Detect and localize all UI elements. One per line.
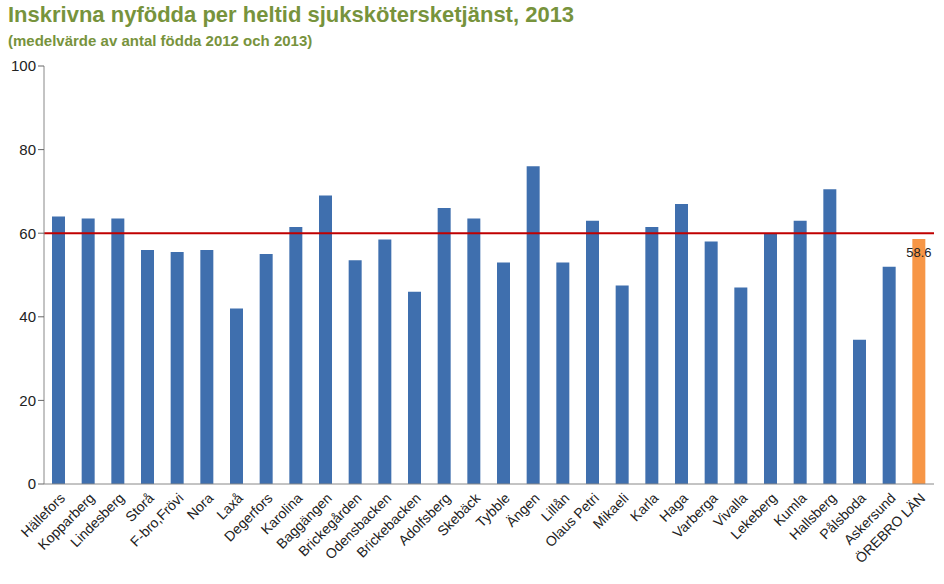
svg-text:Pålsboda: Pålsboda: [816, 489, 869, 543]
svg-text:Lindesberg: Lindesberg: [67, 490, 127, 550]
svg-text:Lillån: Lillån: [537, 489, 573, 525]
svg-text:F-bro,Frövi: F-bro,Frövi: [127, 490, 187, 550]
svg-text:Karla: Karla: [627, 490, 662, 525]
svg-text:20: 20: [19, 392, 36, 409]
svg-text:Lekeberg: Lekeberg: [727, 489, 780, 543]
svg-text:Adolfsberg: Adolfsberg: [395, 489, 454, 549]
svg-text:80: 80: [19, 141, 36, 158]
svg-text:Hällefors: Hällefors: [17, 489, 68, 541]
svg-text:Baggängen: Baggängen: [273, 489, 335, 552]
svg-text:100: 100: [11, 57, 36, 74]
svg-text:Laxå: Laxå: [213, 489, 246, 523]
svg-text:60: 60: [19, 225, 36, 242]
svg-text:Skebäck: Skebäck: [434, 489, 484, 540]
svg-text:Ängen: Ängen: [503, 490, 543, 530]
svg-text:Vivalla: Vivalla: [710, 489, 751, 531]
svg-text:40: 40: [19, 308, 36, 325]
svg-text:Nora: Nora: [184, 490, 217, 523]
svg-text:Brickegården: Brickegården: [295, 489, 365, 560]
html-text:(medelvärde av antal födda 201: (medelvärde av antal födda 2012 och 2013…: [8, 32, 313, 49]
svg-text:Kopparberg: Kopparberg: [34, 489, 98, 553]
svg-text:Mikaeli: Mikaeli: [590, 490, 632, 532]
html-text:Inskrivna nyfödda per heltid s: Inskrivna nyfödda per heltid sjuksköters…: [8, 2, 575, 27]
svg-text:ÖREBRO LÄN: ÖREBRO LÄN: [851, 489, 928, 566]
svg-text:Storå: Storå: [122, 489, 157, 525]
svg-text:Tybble: Tybble: [473, 490, 514, 531]
svg-text:Varberga: Varberga: [669, 489, 721, 542]
svg-text:58.6: 58.6: [906, 245, 931, 260]
svg-text:Kumla: Kumla: [770, 489, 810, 530]
svg-text:Odensbacken: Odensbacken: [321, 489, 395, 563]
svg-text:Olaus Petri: Olaus Petri: [541, 489, 602, 551]
svg-text:Karolina: Karolina: [257, 489, 306, 538]
svg-text:Degerfors: Degerfors: [220, 489, 276, 545]
svg-text:0: 0: [28, 475, 36, 492]
svg-text:Brickebacken: Brickebacken: [353, 489, 424, 561]
svg-text:Haga: Haga: [656, 489, 691, 525]
svg-text:Askersund: Askersund: [840, 489, 899, 548]
svg-text:Hallsberg: Hallsberg: [786, 489, 840, 543]
